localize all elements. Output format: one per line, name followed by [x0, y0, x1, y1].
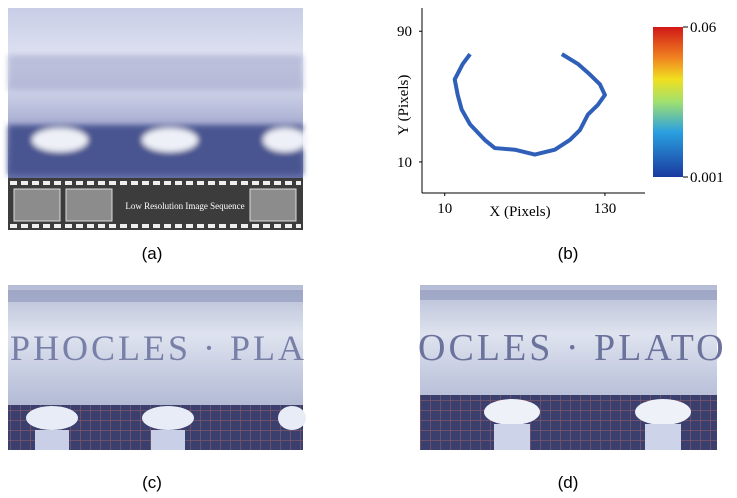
panel-a: Low Resolution Image Sequence (a)	[8, 8, 307, 263]
panel-c: PHOCLES · PLA (c)	[8, 285, 307, 492]
y-tick-label: 90	[397, 24, 412, 40]
inscription: OCLES · PLATO	[418, 327, 727, 369]
y-label: Y (Pixels)	[396, 75, 412, 136]
figure: Low Resolution Image Sequence (a) X (Pix…	[0, 0, 737, 498]
caption: (c)	[142, 473, 162, 492]
x-label: X (Pixels)	[489, 204, 550, 220]
x-tick-label: 10	[437, 201, 452, 217]
caption: (b)	[558, 244, 579, 263]
y-tick-label: 10	[397, 155, 412, 171]
x-tick-label: 130	[594, 201, 617, 217]
panel-d: OCLES · PLATO (d)	[418, 285, 727, 492]
caption: (a)	[142, 244, 163, 263]
panel-b: X (Pixels) Y (Pixels) (b) 10 130 10 90 0.001…	[396, 8, 724, 263]
colorbar	[653, 27, 683, 177]
colorbar-tick-label: 0.06	[690, 20, 717, 36]
colorbar-tick-label: 0.001	[690, 170, 724, 186]
inscription: PHOCLES · PLA	[10, 328, 307, 368]
caption: (d)	[558, 473, 579, 492]
trajectory	[455, 54, 605, 154]
filmstrip-label: Low Resolution Image Sequence	[125, 201, 244, 211]
